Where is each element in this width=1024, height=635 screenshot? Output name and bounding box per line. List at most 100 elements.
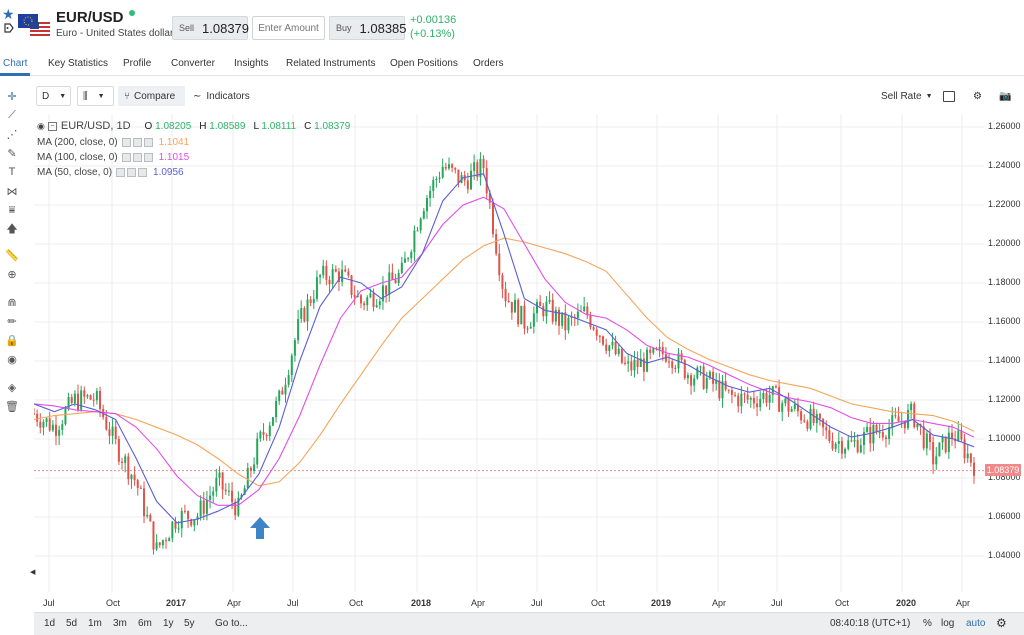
candle-body [903,420,906,429]
eye-icon[interactable]: ◉ [7,353,17,366]
tab-converter[interactable]: Converter [171,58,215,69]
tab-key-statistics[interactable]: Key Statistics [48,58,109,69]
range-5d[interactable]: 5d [66,618,78,629]
candle-body [403,258,406,263]
candle-body [793,404,796,409]
pitchfork-icon[interactable]: ⋰ [6,128,18,141]
time-tick-label: 2017 [166,598,187,608]
layers-icon[interactable]: ◈ [7,381,17,394]
magnet-icon[interactable]: ⋒ [7,296,17,309]
draw-mode-icon[interactable]: ✏ [7,315,17,328]
candle-body [507,301,510,303]
legend-title: EUR/USD, 1D [60,120,131,132]
range-1d[interactable]: 1d [44,618,56,629]
candle-body [756,403,759,408]
candle-body [356,295,359,298]
range-3m[interactable]: 3m [113,618,127,629]
chart-type-select[interactable]: ⫼ ▼ [77,86,114,106]
fullscreen-icon[interactable] [943,86,957,106]
candle-body [479,158,482,178]
range-1m[interactable]: 1m [88,618,102,629]
ma100-controls[interactable] [121,153,153,162]
trash-icon[interactable]: 🗑 [5,400,19,413]
tab-open-positions[interactable]: Open Positions [390,58,458,69]
candle-body [925,433,928,449]
candle-body [576,311,579,319]
range-6m[interactable]: 6m [138,618,152,629]
text-tool-icon[interactable]: T [8,166,16,178]
candle-body [796,404,799,412]
ruler-icon[interactable]: 📏 [5,249,19,262]
compare-button[interactable]: ⑂ Compare [118,86,185,106]
eye-icon[interactable]: ◉ [37,120,45,131]
candle-body [444,166,447,169]
price-tick-label: 1.16000 [988,316,1021,326]
candle-body [784,398,787,404]
sell-button[interactable]: Sell 1.08379 [172,16,249,40]
ma200-controls[interactable] [121,138,153,147]
brush-icon[interactable]: ✎ [7,147,17,160]
time-axis[interactable]: Jul Oct 2017 Apr Jul Oct 2018 Apr Jul Oct 2019 Apr J… [34,592,984,612]
tab-profile[interactable]: Profile [123,58,152,69]
time-tick-label: Oct [349,598,364,608]
rate-select[interactable]: Sell Rate ▼ [881,86,933,106]
lock-icon[interactable]: 🔒 [5,334,19,347]
candle-body [457,169,460,184]
candle-body [778,387,781,412]
compare-icon: ⑂ [124,90,130,102]
candle-body [86,395,89,397]
range-1y[interactable]: 1y [163,618,174,629]
candle-body [334,269,337,272]
tab-chart[interactable]: Chart [3,58,28,69]
candle-body [205,499,208,514]
price-chart[interactable] [34,114,984,592]
tab-related-instruments[interactable]: Related Instruments [286,58,376,69]
ma50-line [34,173,975,524]
candle-body [928,433,931,443]
crosshair-icon[interactable]: ✛ [7,90,17,103]
arrow-up-tool-icon[interactable]: 🡅 [6,222,18,235]
goto-button[interactable]: Go to... [215,618,248,629]
candle-body [331,269,334,285]
camera-icon[interactable]: 📷 [999,90,1012,102]
candle-body [831,441,834,449]
candle-body [202,500,205,514]
candle-body [130,474,133,480]
bell-icon[interactable] [3,22,15,34]
price-axis[interactable]: 1.26000 1.24000 1.22000 1.20000 1.18000 1.160… [984,114,1024,592]
candle-body [614,341,617,355]
interval-select[interactable]: D ▼ [36,86,71,106]
candle-body [894,415,897,417]
candle-body [99,390,102,409]
time-tick-label: Oct [591,598,606,608]
candle-body [856,440,859,453]
auto-toggle[interactable]: auto [966,618,986,629]
candle-body [815,414,818,424]
percent-toggle[interactable]: % [923,618,932,629]
tab-orders[interactable]: Orders [473,58,504,69]
candle-body [526,328,529,330]
candle-body [495,234,498,254]
scroll-left-icon[interactable]: ◀ [30,569,36,576]
candle-body [828,430,831,442]
range-5y[interactable]: 5y [184,618,195,629]
star-icon[interactable]: ★ [2,6,15,22]
candle-body [595,329,598,336]
zoom-in-icon[interactable]: ⊕ [7,268,17,281]
candle-body [888,427,891,440]
amount-input[interactable] [252,16,325,40]
buy-button[interactable]: Buy 1.08385 [329,16,407,40]
settings-icon[interactable]: ⚙ [996,616,1007,630]
log-toggle[interactable]: log [941,618,955,629]
pattern-icon[interactable]: ⋈ [6,185,18,198]
candle-body [504,288,507,302]
candle-body [161,540,164,546]
fibonacci-icon[interactable]: ⩸ [8,203,16,216]
ma50-controls[interactable] [116,168,148,177]
tab-insights[interactable]: Insights [234,58,269,69]
trend-line-icon[interactable]: ⟋ [8,108,16,121]
indicators-button[interactable]: ∼ Indicators [193,86,255,106]
candle-body [366,297,369,306]
settings-icon[interactable]: ⚙ [973,90,982,102]
collapse-icon[interactable]: − [47,121,57,131]
